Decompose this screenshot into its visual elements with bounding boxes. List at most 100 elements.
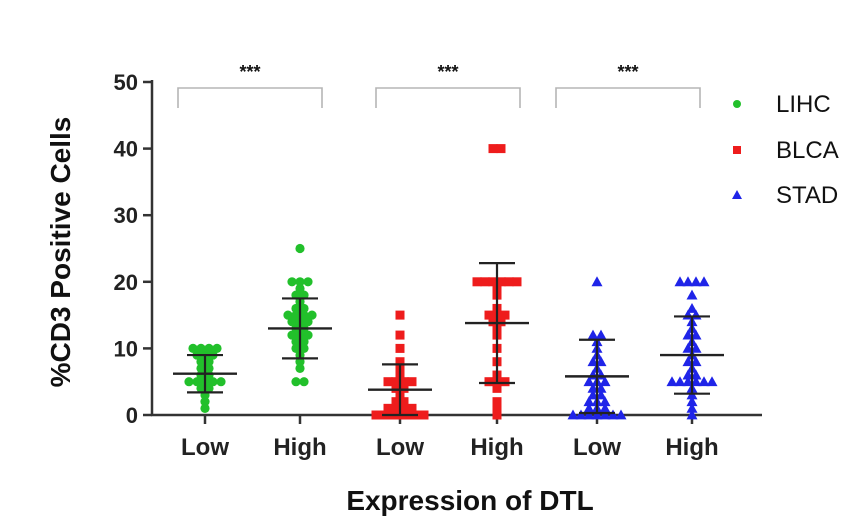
data-point: [383, 403, 393, 413]
data-point: [583, 409, 595, 420]
significance-bracket: [375, 87, 521, 108]
y-tick-label: 20: [114, 270, 138, 295]
data-point: [295, 283, 305, 294]
data-point: [686, 402, 698, 413]
data-point: [391, 377, 401, 387]
data-point: [587, 382, 599, 393]
data-point: [303, 277, 313, 287]
data-point: [407, 403, 417, 413]
y-tick-label: 10: [114, 336, 138, 361]
significance-brackets: *** *** ***: [177, 62, 701, 108]
data-point: [674, 276, 686, 287]
data-point: [587, 356, 599, 367]
data-point: [595, 389, 607, 400]
data-point: [682, 356, 694, 367]
data-point: [686, 302, 698, 313]
significance-label: ***: [437, 62, 458, 82]
data-points: [184, 144, 718, 420]
data-point: [686, 396, 698, 407]
data-point: [291, 303, 301, 314]
data-point: [399, 397, 409, 407]
data-point: [488, 277, 498, 287]
data-point: [196, 357, 206, 367]
data-point: [587, 389, 599, 400]
data-point: [690, 356, 702, 367]
data-point: [291, 310, 301, 320]
data-point: [690, 369, 702, 380]
data-point: [184, 377, 194, 387]
legend-marker: [733, 100, 741, 108]
data-point: [607, 409, 619, 420]
data-point: [690, 376, 702, 387]
data-point: [599, 402, 611, 413]
legend: LIHC BLCA STAD: [732, 91, 839, 209]
data-point: [212, 343, 222, 353]
data-point: [204, 363, 214, 373]
data-point: [299, 310, 309, 320]
legend-label: STAD: [776, 182, 838, 209]
data-point: [666, 376, 678, 387]
data-point: [492, 403, 502, 413]
significance-label: ***: [617, 62, 638, 82]
data-point: [599, 396, 611, 407]
data-point: [492, 410, 502, 420]
data-point: [488, 144, 498, 154]
data-point: [295, 277, 305, 287]
data-point: [196, 383, 206, 393]
data-point: [698, 376, 710, 387]
legend-marker: [732, 190, 742, 199]
data-point: [595, 329, 607, 340]
data-point: [216, 377, 226, 387]
data-point: [472, 277, 482, 287]
data-point: [204, 343, 214, 353]
data-point: [599, 376, 611, 387]
data-point: [287, 277, 297, 287]
data-point: [583, 402, 595, 413]
x-tick-label: Low: [181, 434, 229, 461]
x-axis-title: Expression of DTL: [346, 485, 593, 516]
data-point: [698, 276, 710, 287]
legend-marker: [733, 146, 741, 154]
data-point: [583, 396, 595, 407]
data-point: [615, 409, 627, 420]
data-point: [295, 363, 305, 373]
data-point: [307, 310, 317, 320]
data-point: [419, 410, 429, 420]
x-tick-label: Low: [376, 434, 424, 461]
data-point: [682, 342, 694, 353]
data-point: [391, 397, 401, 407]
data-point: [682, 376, 694, 387]
data-point: [500, 377, 510, 387]
data-point: [686, 289, 698, 300]
data-point: [496, 277, 506, 287]
data-point: [283, 310, 293, 320]
x-tick-label: High: [665, 434, 718, 461]
data-point: [287, 330, 297, 340]
y-tick-label: 0: [126, 403, 138, 428]
significance-bracket: [555, 87, 701, 108]
data-point: [480, 277, 490, 287]
data-point: [204, 357, 214, 367]
data-point: [196, 343, 206, 353]
data-point: [371, 410, 381, 420]
data-point: [303, 330, 313, 340]
data-point: [591, 409, 603, 420]
data-point: [200, 403, 210, 413]
data-point: [690, 342, 702, 353]
data-point: [567, 409, 579, 420]
x-tick-labels: Low High Low High Low High: [181, 434, 719, 461]
data-point: [383, 377, 393, 387]
data-point: [196, 363, 206, 373]
data-point: [188, 343, 198, 353]
data-point: [682, 276, 694, 287]
data-point: [287, 317, 297, 327]
data-point: [595, 356, 607, 367]
data-point: [492, 383, 502, 393]
data-point: [500, 310, 510, 320]
data-point: [674, 376, 686, 387]
y-axis-title: %CD3 Positive Cells: [45, 117, 76, 388]
data-point: [492, 397, 502, 407]
data-point: [682, 369, 694, 380]
mean-sd-bars: [173, 262, 724, 417]
data-point: [496, 317, 506, 327]
